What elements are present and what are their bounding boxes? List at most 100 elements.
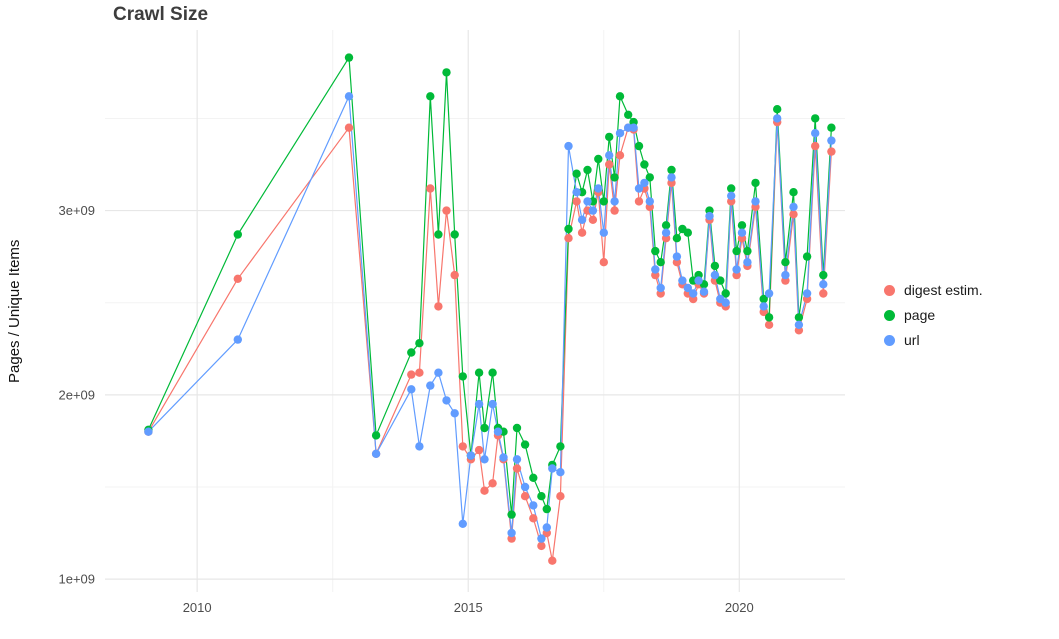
data-point-digest-estim- xyxy=(442,206,451,215)
data-point-url xyxy=(556,468,565,477)
data-point-page xyxy=(507,510,516,519)
data-point-page xyxy=(802,252,812,261)
legend-label: digest estim. xyxy=(904,282,983,298)
data-point-digest-estim- xyxy=(615,151,625,160)
data-point-digest-estim- xyxy=(605,160,614,169)
data-point-digest-estim- xyxy=(811,141,820,151)
data-point-url xyxy=(407,385,416,394)
data-point-digest-estim- xyxy=(458,442,467,451)
data-point-page xyxy=(615,92,625,101)
data-point-url xyxy=(434,368,443,377)
data-point-page xyxy=(434,230,443,239)
data-point-page xyxy=(610,173,619,182)
data-point-url xyxy=(640,178,649,188)
data-point-url xyxy=(743,258,752,267)
data-point-page xyxy=(344,53,354,62)
data-point-page xyxy=(415,339,424,348)
data-point-page xyxy=(537,492,546,501)
data-point-url xyxy=(827,136,836,145)
data-point-url xyxy=(458,519,467,528)
y-tick-label: 2e+09 xyxy=(58,387,95,402)
data-point-digest-estim- xyxy=(512,464,522,473)
data-point-url xyxy=(811,129,820,138)
data-point-url xyxy=(233,335,242,344)
data-point-page xyxy=(751,178,760,188)
data-point-url xyxy=(656,283,665,293)
data-point-url xyxy=(529,501,538,510)
data-point-digest-estim- xyxy=(344,123,354,132)
data-point-url xyxy=(667,173,676,182)
data-point-page xyxy=(827,123,836,132)
data-point-url xyxy=(415,442,424,451)
y-tick-label: 1e+09 xyxy=(58,572,95,587)
data-point-url xyxy=(683,283,692,293)
data-point-page xyxy=(759,294,768,304)
data-point-digest-estim- xyxy=(450,270,459,280)
data-point-page xyxy=(661,221,671,230)
data-point-digest-estim- xyxy=(474,445,484,455)
data-point-page xyxy=(450,230,459,239)
data-point-url xyxy=(610,197,619,206)
data-point-page xyxy=(727,184,736,193)
data-point-page xyxy=(583,165,592,175)
data-point-page xyxy=(789,188,798,197)
data-point-page xyxy=(233,230,242,239)
data-point-url xyxy=(450,409,459,418)
data-point-url xyxy=(629,123,638,132)
data-point-page xyxy=(542,504,551,514)
data-point-page xyxy=(732,246,741,256)
data-point-page xyxy=(520,440,530,449)
data-point-page xyxy=(710,261,720,271)
data-point-digest-estim- xyxy=(610,206,619,215)
legend-item-page: page xyxy=(884,307,983,323)
legend-marker-icon xyxy=(884,284,895,296)
data-point-page xyxy=(819,270,828,280)
data-point-url xyxy=(493,427,503,436)
data-point-url xyxy=(689,289,698,298)
data-point-digest-estim- xyxy=(520,492,530,501)
data-point-url xyxy=(583,197,592,206)
data-point-page xyxy=(656,258,665,267)
data-point-digest-estim- xyxy=(529,514,538,523)
data-point-url xyxy=(672,252,682,261)
data-point-url xyxy=(344,92,354,101)
data-point-page xyxy=(683,228,692,237)
data-point-digest-estim- xyxy=(426,184,435,193)
data-point-digest-estim- xyxy=(407,370,416,379)
data-point-url xyxy=(466,451,476,460)
data-point-url xyxy=(474,399,484,409)
data-point-url xyxy=(773,114,782,123)
data-point-digest-estim- xyxy=(537,541,546,551)
x-tick-label: 2015 xyxy=(454,600,483,615)
data-point-url xyxy=(594,184,603,193)
data-point-url xyxy=(727,191,736,200)
data-point-page xyxy=(512,423,522,433)
data-point-digest-estim- xyxy=(572,197,581,206)
data-point-page xyxy=(640,160,649,169)
series-line-url xyxy=(147,95,832,540)
data-point-page xyxy=(480,423,489,433)
data-point-page xyxy=(672,234,682,243)
data-point-url xyxy=(371,449,381,458)
data-point-url xyxy=(764,289,774,298)
data-point-page xyxy=(667,165,676,175)
data-point-url xyxy=(710,270,720,280)
chart-title: Crawl Size xyxy=(113,4,209,25)
data-point-url xyxy=(542,523,551,532)
data-point-url xyxy=(794,320,804,329)
data-point-url xyxy=(499,453,508,462)
data-point-page xyxy=(781,258,790,267)
data-point-url xyxy=(751,197,760,206)
legend-label: page xyxy=(904,307,936,323)
data-point-page xyxy=(634,141,644,151)
data-point-url xyxy=(442,396,451,405)
data-point-page xyxy=(737,221,747,230)
data-point-page xyxy=(599,197,608,206)
data-point-page xyxy=(529,473,538,482)
data-point-page xyxy=(556,442,565,451)
x-tick-label: 2020 xyxy=(725,600,754,615)
data-point-url xyxy=(564,141,573,151)
data-point-page xyxy=(426,92,435,101)
data-point-page xyxy=(488,368,497,377)
